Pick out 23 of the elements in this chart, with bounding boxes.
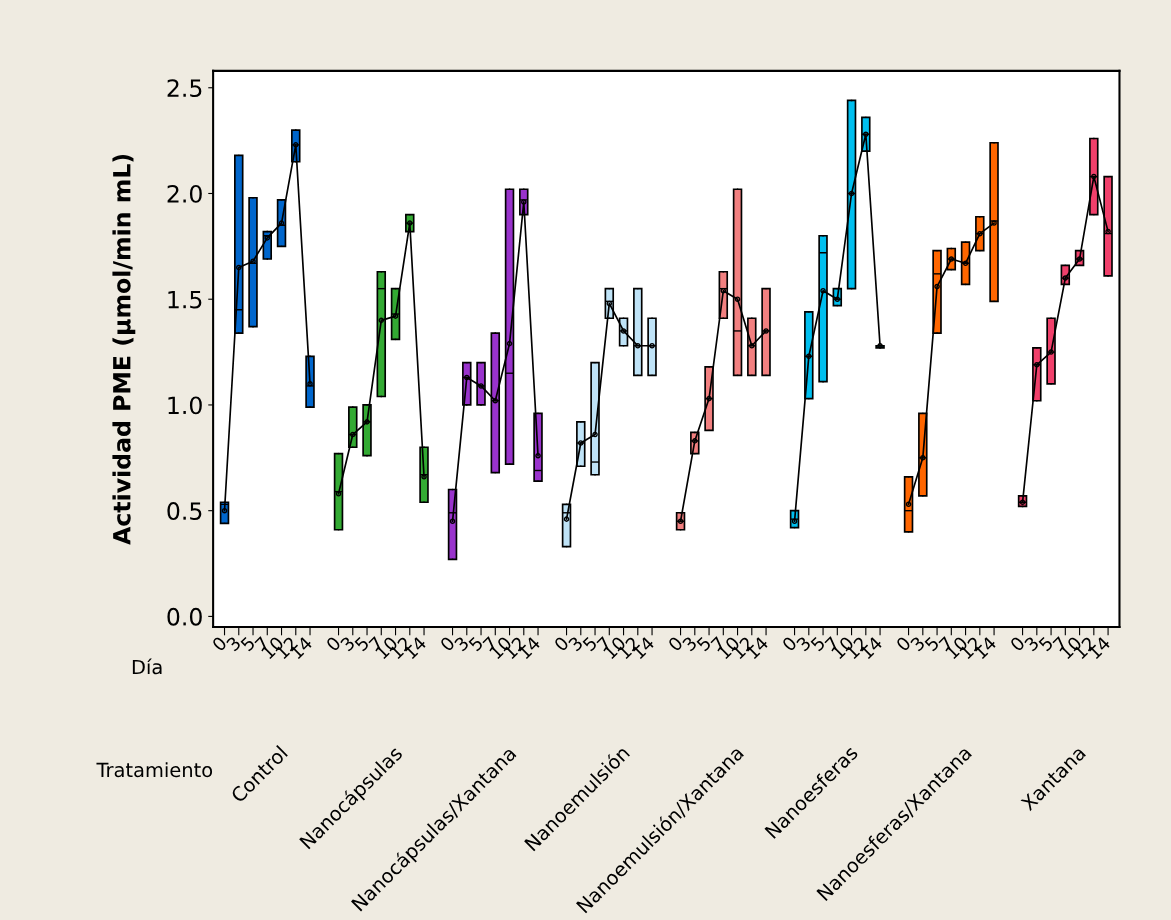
x-tick-label: 3 — [453, 635, 470, 652]
y-tick-label: 2.0 — [167, 184, 202, 203]
x-tick-label: 5 — [1038, 636, 1054, 652]
y-tick-label: 1.0 — [168, 396, 202, 415]
y-tick-label: 0.0 — [167, 607, 202, 626]
y-axis-title: Actividad PME (µmol/min mL) — [112, 154, 136, 545]
x-tick-label: 5 — [696, 636, 712, 652]
x-tick-label: 3 — [681, 635, 698, 652]
x-tick-label: 5 — [582, 636, 598, 652]
x-tick-label: 3 — [567, 635, 584, 652]
text: Tratamiento — [96, 762, 213, 778]
x-tick-label: 3 — [795, 635, 812, 652]
x-tick-label: 3 — [909, 635, 926, 652]
x-tick-label: 5 — [810, 636, 826, 652]
x-tick-label: 3 — [1023, 635, 1040, 652]
y-tick-label: 0.5 — [167, 502, 202, 520]
x-tick-label: 5 — [468, 636, 484, 652]
y-tick-label: 1.5 — [168, 290, 202, 309]
y-tick-label: 2.5 — [167, 79, 202, 98]
text: Día — [132, 658, 162, 675]
x-tick-label: 5 — [240, 636, 256, 652]
x-tick-label: 5 — [924, 636, 940, 652]
x-tick-label: 5 — [354, 636, 370, 652]
